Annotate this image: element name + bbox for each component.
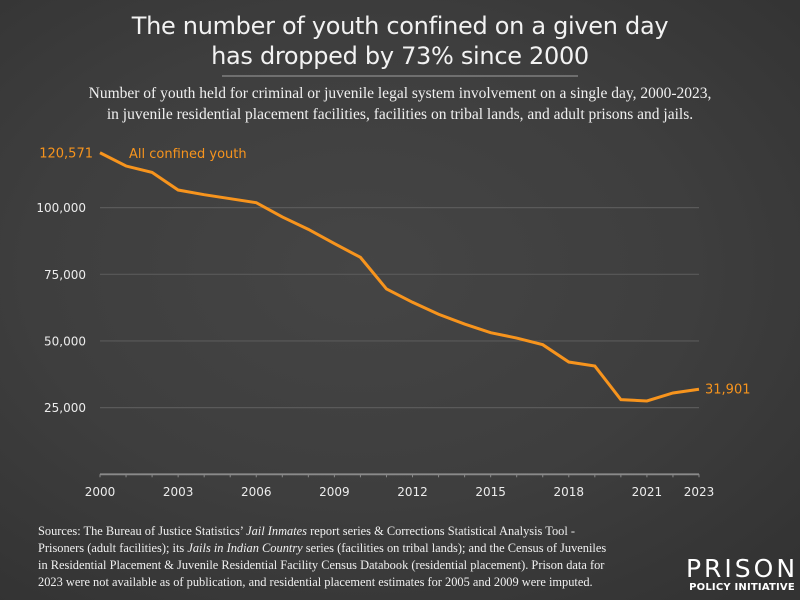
source-title-italic: Jails in Indian Country xyxy=(187,541,303,555)
sources-footnote: Sources: The Bureau of Justice Statistic… xyxy=(38,524,606,589)
series xyxy=(99,151,700,403)
chart-header: The number of youth confined on a given … xyxy=(89,12,712,123)
annotations: 120,571 31,901 All confined youth xyxy=(39,146,750,397)
source-line: 2023 were not available as of publicatio… xyxy=(38,575,593,589)
x-tick-label: 2018 xyxy=(554,485,585,499)
x-tick-label: 2009 xyxy=(319,485,350,499)
x-tick-label: 2015 xyxy=(475,485,506,499)
source-text: Sources: The Bureau of Justice Statistic… xyxy=(38,524,246,538)
x-tick-label: 2000 xyxy=(85,485,116,499)
y-axis: 25,000 50,000 75,000 100,000 xyxy=(36,201,86,415)
chart-title-line-1: The number of youth confined on a given … xyxy=(131,12,669,40)
chart-subtitle-line-1: Number of youth held for criminal or juv… xyxy=(89,85,712,102)
series-label: All confined youth xyxy=(129,147,247,162)
x-axis: 2000 2003 2006 2009 2012 2015 2018 2021 2023 xyxy=(85,473,715,499)
source-text: 2023 were not available as of publicatio… xyxy=(38,575,593,589)
source-line: Prisoners (adult facilities); its Jails … xyxy=(38,541,606,555)
x-tick-label: 2006 xyxy=(241,485,272,499)
y-tick-label: 50,000 xyxy=(44,334,86,348)
x-tick-label: 2021 xyxy=(632,485,663,499)
x-tick-label: 2023 xyxy=(684,485,715,499)
source-text: series (facilities on tribal lands); and… xyxy=(303,541,607,555)
x-tick-label: 2012 xyxy=(397,485,428,499)
gridlines xyxy=(100,207,699,409)
chart-subtitle-line-2: in juvenile residential placement facili… xyxy=(107,106,693,123)
y-tick-label: 25,000 xyxy=(44,401,86,415)
x-tick-label: 2003 xyxy=(163,485,194,499)
end-value-label: 31,901 xyxy=(705,383,751,398)
series-line-all-confined-youth xyxy=(99,151,700,403)
prison-policy-initiative-logo: PRISON POLICY INITIATIVE xyxy=(686,554,798,593)
source-line: Sources: The Bureau of Justice Statistic… xyxy=(38,524,575,538)
source-title-italic: Jail Inmates xyxy=(246,524,307,538)
start-value-label: 120,571 xyxy=(39,146,93,161)
logo-line-2: POLICY INITIATIVE xyxy=(689,582,795,593)
source-text: Prisoners (adult facilities); its xyxy=(38,541,187,555)
logo-line-1: PRISON xyxy=(686,554,798,583)
y-tick-label: 75,000 xyxy=(44,268,86,282)
source-text: report series & Corrections Statistical … xyxy=(307,524,575,538)
chart-title-line-2: has dropped by 73% since 2000 xyxy=(211,42,589,70)
y-tick-label: 100,000 xyxy=(36,201,86,215)
source-line: in Residential Placement & Juvenile Resi… xyxy=(38,558,605,572)
source-text: in Residential Placement & Juvenile Resi… xyxy=(38,558,605,572)
